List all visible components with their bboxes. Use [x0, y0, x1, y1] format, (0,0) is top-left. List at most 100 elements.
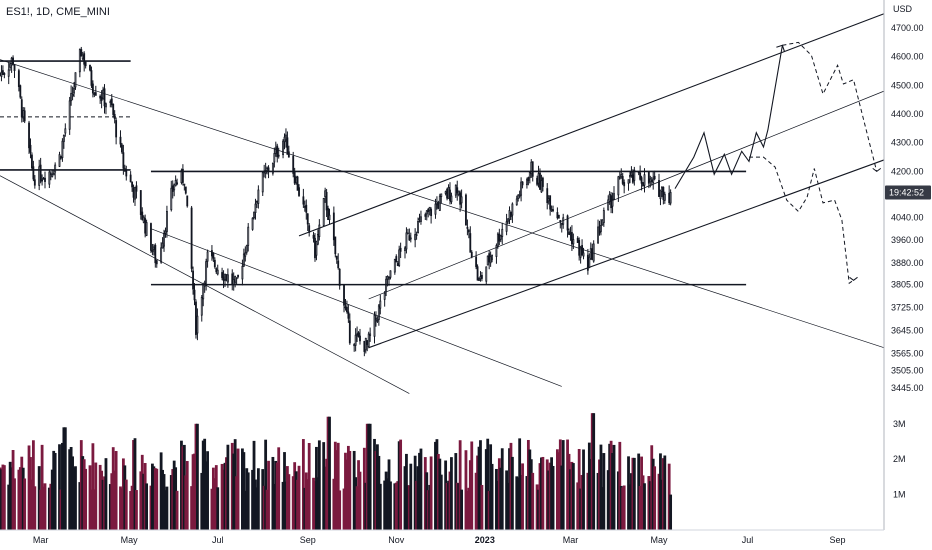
candle-body — [192, 270, 194, 290]
price-tick: 4040.00 — [891, 212, 924, 222]
volume-bar — [367, 423, 371, 530]
volume-bar — [545, 459, 549, 530]
candle-body — [539, 172, 541, 190]
volume-bar — [608, 443, 612, 530]
volume-bar — [222, 469, 225, 530]
volume-bar — [464, 450, 468, 530]
candle-body — [39, 164, 42, 182]
volume-bar — [274, 460, 278, 530]
candle-body — [393, 258, 396, 273]
volume-bar — [206, 451, 209, 530]
volume-bar — [104, 458, 108, 530]
volume-bar — [37, 466, 41, 530]
candle-body — [424, 214, 427, 217]
volume-bar — [245, 468, 249, 530]
candle-body — [247, 226, 250, 246]
trend-line — [368, 159, 885, 349]
candle-body — [499, 235, 502, 240]
volume-bar — [589, 458, 593, 530]
candle-body — [334, 236, 337, 255]
candle-body — [367, 333, 370, 347]
volume-bar — [447, 480, 450, 530]
volume-bar — [165, 486, 169, 530]
symbol-title[interactable]: ES1!, 1D, CME_MINI — [6, 6, 110, 18]
candle-body — [145, 222, 148, 236]
candle-body — [547, 198, 550, 202]
candle-body — [611, 199, 614, 207]
volume-bar — [39, 489, 43, 530]
volume-bar — [663, 455, 667, 530]
volume-bar — [622, 485, 626, 530]
candle-body — [160, 247, 163, 263]
volume-bar — [42, 486, 45, 530]
candle-body — [602, 210, 605, 224]
time-tick: Nov — [388, 535, 405, 545]
candle-body — [19, 85, 22, 98]
candle-body — [31, 154, 33, 169]
candle-body — [287, 151, 290, 158]
volume-bar — [660, 479, 664, 530]
candle-body — [163, 233, 165, 247]
candle-body — [507, 218, 509, 222]
candle-body — [369, 333, 372, 336]
volume-bar — [152, 466, 156, 530]
candle-body — [155, 260, 158, 265]
volume-bar — [52, 450, 56, 530]
candle-body — [261, 172, 264, 193]
candle-body — [618, 176, 621, 179]
volume-bar — [345, 459, 349, 530]
volume-bar — [191, 454, 195, 530]
candle-body — [505, 221, 508, 232]
candle-body — [589, 248, 592, 260]
candle-body — [271, 163, 274, 174]
candle-body — [132, 187, 135, 198]
volume-bar — [397, 441, 401, 530]
candle-body — [206, 251, 209, 262]
volume-bar — [516, 477, 520, 530]
volume-bar — [262, 485, 266, 530]
time-tick: May — [651, 535, 669, 545]
volume-bar — [419, 448, 423, 530]
candle-body — [58, 154, 61, 167]
candle-body — [647, 171, 650, 184]
candle-body — [325, 191, 328, 211]
volume-bar — [561, 440, 565, 530]
candle-body — [613, 193, 615, 200]
volume-bar — [293, 462, 297, 530]
volume-bar — [265, 489, 269, 530]
candle-body — [29, 144, 32, 153]
candle-body — [405, 232, 408, 250]
volume-bar — [29, 457, 32, 530]
volume-bar — [598, 459, 601, 530]
candle-body — [52, 172, 55, 176]
candle-body — [60, 156, 62, 159]
volume-bar — [477, 446, 481, 530]
volume-bar — [58, 444, 61, 530]
volume-bar — [439, 474, 443, 530]
candle-body — [181, 168, 184, 183]
volume-bar — [526, 439, 530, 530]
volume-bar — [409, 463, 413, 530]
volume-bar — [284, 481, 288, 530]
price-tick: 3645.00 — [891, 326, 924, 336]
volume-bar — [338, 490, 342, 530]
volume-bar — [121, 458, 125, 530]
candle-body — [122, 152, 125, 169]
price-tick: 3505.00 — [891, 366, 924, 376]
volume-bar — [509, 442, 513, 530]
volume-bar — [425, 472, 429, 530]
candle-body — [546, 188, 549, 204]
volume-bar — [555, 449, 559, 530]
candle-body — [129, 174, 132, 183]
volume-bar — [436, 453, 440, 530]
volume-bar — [312, 477, 315, 530]
volume-bar — [378, 483, 382, 530]
candle-body — [164, 230, 167, 234]
candle-body — [377, 305, 380, 320]
candle-body — [454, 184, 457, 196]
candle-body — [404, 247, 406, 251]
volume-bar — [88, 465, 92, 530]
candle-body — [42, 177, 45, 180]
candle-body — [81, 54, 84, 60]
